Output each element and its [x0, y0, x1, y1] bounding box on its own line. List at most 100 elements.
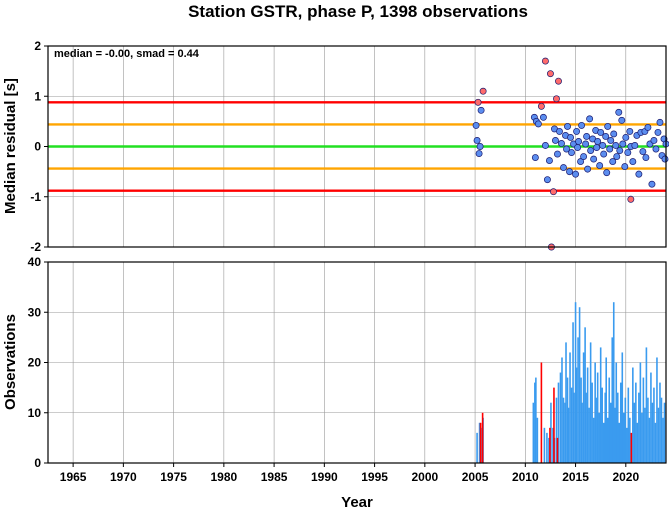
residual-point	[600, 150, 608, 158]
residual-y-axis-title: Median residual [s]	[2, 78, 19, 214]
residual-point	[575, 138, 583, 145]
observation-bar	[629, 417, 631, 463]
x-tick-label: 1970	[110, 470, 137, 484]
observation-bar	[638, 392, 640, 463]
observation-bar	[570, 387, 573, 463]
residual-point	[616, 147, 624, 154]
observation-bar	[642, 377, 645, 463]
observation-bar	[660, 397, 663, 463]
residual-point	[476, 143, 484, 150]
observation-bar	[657, 407, 660, 463]
observation-bar	[565, 342, 567, 463]
outlier-point	[555, 77, 562, 85]
observations-y-tick-label: 40	[28, 255, 42, 269]
observation-bar	[601, 387, 603, 463]
residual-point	[590, 155, 598, 163]
observation-bar	[650, 372, 652, 463]
observation-bar	[534, 382, 536, 463]
observation-bar	[656, 357, 658, 463]
residual-point	[587, 147, 595, 154]
observation-bar	[596, 372, 599, 463]
residual-point	[661, 155, 669, 163]
residual-point	[607, 137, 615, 144]
residual-panel: 2 1 0 -1 -2 median = -0.00, smad = 0.44 Medi…	[2, 39, 669, 254]
x-axis-title: Year	[341, 494, 373, 511]
x-tick-label: 2010	[512, 470, 539, 484]
residual-point	[621, 163, 629, 171]
observations-y-axis-title: Observations	[2, 314, 19, 410]
flagged-observation-bar	[549, 427, 551, 463]
observation-bar	[582, 352, 585, 463]
chart-title: Station GSTR, phase P, 1398 observations	[188, 2, 528, 21]
residual-point	[473, 137, 481, 144]
residual-point	[603, 169, 611, 177]
observation-bar	[614, 407, 617, 463]
x-tick-label: 1980	[211, 470, 238, 484]
residual-point	[566, 168, 573, 176]
residual-point	[610, 130, 618, 138]
observation-bar	[476, 432, 478, 463]
residual-point	[650, 137, 658, 144]
residual-point	[552, 137, 559, 144]
observations-bars	[476, 302, 666, 463]
observation-bar	[636, 422, 639, 463]
outlier-point	[550, 188, 557, 196]
observation-bar	[574, 302, 577, 463]
residual-point	[648, 180, 656, 188]
observation-bar	[663, 402, 666, 463]
observation-bar	[548, 437, 550, 463]
residual-point	[593, 144, 601, 151]
residual-point	[629, 158, 637, 166]
residual-point	[624, 149, 632, 156]
residual-point	[635, 170, 643, 178]
residual-y-tick-label: 1	[34, 89, 41, 103]
observation-bar	[543, 427, 546, 463]
residual-point	[558, 140, 565, 147]
residual-point	[472, 121, 480, 129]
outlier-point	[479, 87, 487, 95]
observation-bar	[595, 397, 597, 463]
observation-bar	[612, 302, 615, 463]
residual-point	[654, 128, 662, 136]
observation-bar	[588, 407, 590, 463]
observation-bar	[535, 377, 537, 463]
observation-bar	[599, 347, 602, 463]
outlier-point	[627, 195, 635, 203]
residual-y-ticks: 2 1 0 -1 -2	[30, 39, 48, 254]
observation-bar	[604, 392, 607, 463]
observation-bar	[592, 417, 595, 463]
outlier-point	[553, 95, 560, 103]
x-tick-label: 1965	[60, 470, 87, 484]
residual-point	[582, 140, 590, 148]
observation-bar	[609, 402, 612, 463]
observation-bar	[662, 417, 664, 463]
observation-bar	[635, 382, 637, 463]
residual-point	[539, 113, 547, 121]
residual-point	[631, 142, 639, 149]
residual-point	[574, 144, 582, 151]
outlier-point	[546, 70, 554, 78]
residual-point	[642, 154, 650, 162]
residual-point	[573, 127, 581, 135]
observation-bar	[561, 357, 563, 463]
observation-bar	[575, 367, 578, 463]
observation-bar	[608, 377, 611, 463]
observation-bar	[616, 392, 619, 463]
observation-bar	[633, 402, 636, 463]
observation-bar	[581, 402, 583, 463]
observation-bar	[619, 382, 622, 463]
observation-bar	[606, 417, 609, 463]
residual-point	[572, 170, 580, 178]
observation-bar	[622, 412, 625, 463]
observation-bar	[578, 307, 581, 463]
x-tick-label: 1985	[261, 470, 288, 484]
residual-point	[619, 140, 627, 148]
observation-bar	[580, 377, 582, 463]
x-tick-label: 2020	[612, 470, 639, 484]
observation-bar	[598, 412, 600, 463]
residual-point	[586, 115, 594, 123]
observation-bar	[632, 367, 634, 463]
outlier-point	[537, 102, 545, 110]
observation-bar	[584, 327, 586, 463]
observations-y-tick-label: 10	[28, 406, 42, 420]
